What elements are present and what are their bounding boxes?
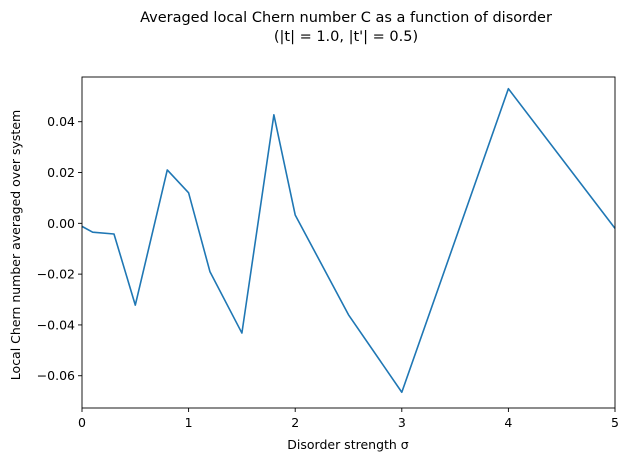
x-tick-label-3: 3: [398, 415, 406, 430]
x-tick-label-1: 1: [185, 415, 193, 430]
y-tick-label-3: 0.00: [47, 216, 75, 231]
chart-title-line1: Averaged local Chern number C as a funct…: [140, 10, 552, 26]
series-line-0: [81, 87, 616, 394]
x-tick-label-2: 2: [291, 415, 299, 430]
y-tick-label-0: −0.06: [37, 368, 75, 383]
plot-area: 0 1 2 3 4 5 −0.06 −0.04 −0.02 0.00 0.02 0.04: [37, 76, 619, 430]
x-axis-label: Disorder strength σ: [287, 437, 409, 452]
y-tick-label-1: −0.04: [37, 317, 75, 332]
y-tick-label-2: −0.02: [37, 267, 75, 282]
plot-frame: [81, 76, 616, 409]
y-axis-label: Local Chern number averaged over system: [8, 110, 23, 380]
y-tick-label-5: 0.04: [47, 114, 75, 129]
y-tick-label-4: 0.02: [47, 165, 75, 180]
x-tick-label-4: 4: [504, 415, 512, 430]
chart-title-line2: (|t| = 1.0, |t'| = 0.5): [274, 29, 418, 45]
x-tick-label-5: 5: [611, 415, 619, 430]
x-tick-label-0: 0: [78, 415, 86, 430]
